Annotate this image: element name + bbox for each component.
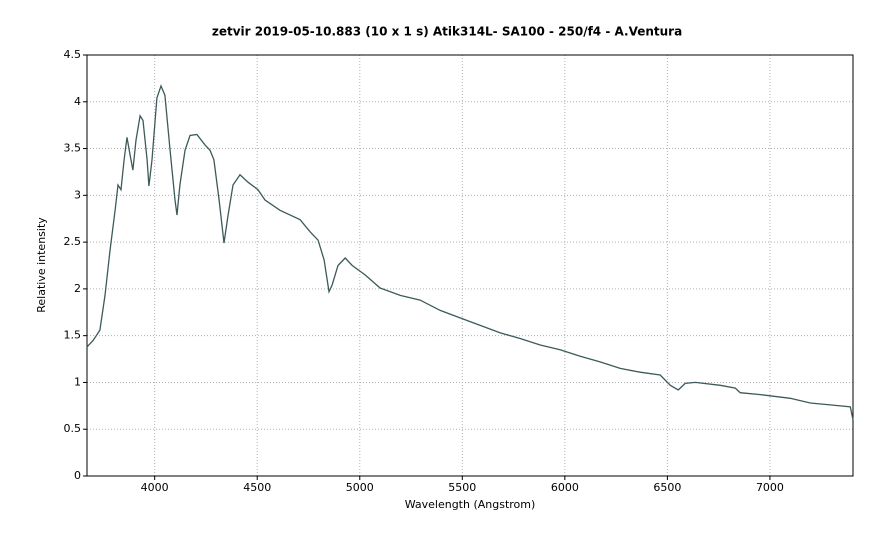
y-tick-label: 3 [74,188,81,201]
spectrum-line [86,84,854,421]
x-tick-label: 5000 [346,481,374,494]
y-tick-label: 0 [74,469,81,482]
x-axis-label: Wavelength (Angstrom) [405,498,536,511]
x-tick-label: 6500 [653,481,681,494]
y-axis-label: Relative intensity [35,217,48,313]
y-tick-label: 1 [74,375,81,388]
y-tick-label: 3.5 [64,142,82,155]
y-tick-label: 4.5 [64,48,82,61]
y-tick-label: 4 [74,95,81,108]
y-tick-label: 0.5 [64,422,82,435]
chart-title: zetvir 2019-05-10.883 (10 x 1 s) Atik314… [212,25,682,39]
x-tick-label: 7000 [756,481,784,494]
plot-frame [86,54,854,477]
y-tick-label: 1.5 [64,329,82,342]
y-tick-label: 2 [74,282,81,295]
x-tick-label: 4500 [243,481,271,494]
x-tick-label: 4000 [141,481,169,494]
x-tick-label: 6000 [551,481,579,494]
y-tick-label: 2.5 [64,235,82,248]
x-tick-label: 5500 [448,481,476,494]
